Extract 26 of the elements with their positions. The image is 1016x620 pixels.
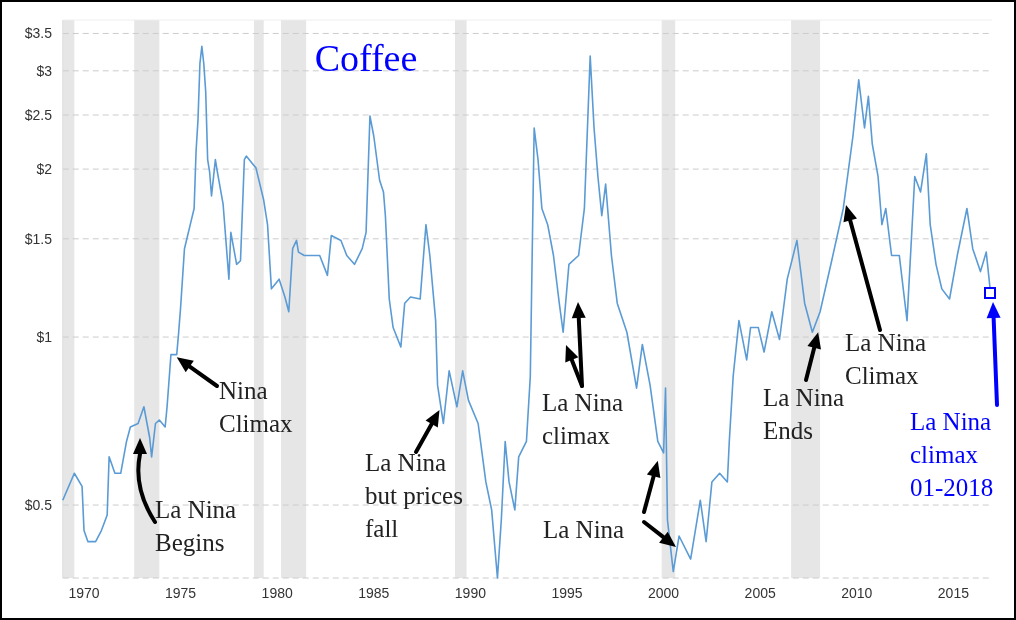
- x-tick-label: 2015: [937, 585, 970, 601]
- y-tick-label: $2.5: [24, 106, 53, 123]
- y-tick-label: $1: [36, 328, 53, 345]
- x-tick-label: 1995: [551, 585, 583, 601]
- annotation: Nina Climax: [219, 377, 294, 437]
- annotation: La Nina climax 01-2018: [910, 408, 994, 501]
- x-tick-label: 1980: [261, 585, 293, 601]
- annotation: La Nina Ends: [763, 384, 845, 444]
- annotation: La Nina climax: [542, 389, 624, 449]
- x-tick-label: 1970: [68, 585, 100, 601]
- annotation: La Nina but prices fall: [365, 449, 463, 542]
- annotation: La Nina: [543, 516, 625, 543]
- chart-title: Coffee: [314, 37, 418, 79]
- x-tick-label: 2010: [841, 585, 873, 601]
- y-tick-label: $2: [36, 160, 53, 177]
- x-tick-label: 1990: [454, 585, 487, 601]
- annotation: La Nina Begins: [155, 496, 237, 556]
- y-tick-label: $1.5: [24, 230, 53, 247]
- x-tick-label: 1975: [165, 585, 197, 601]
- annotation: La Nina Climax: [845, 329, 927, 389]
- y-tick-label: $3.5: [24, 25, 53, 42]
- x-tick-label: 2005: [744, 585, 776, 601]
- y-tick-label: $0.5: [24, 496, 53, 513]
- x-tick-label: 2000: [648, 585, 680, 601]
- x-tick-label: 1985: [358, 585, 390, 601]
- y-tick-label: $3: [36, 62, 53, 79]
